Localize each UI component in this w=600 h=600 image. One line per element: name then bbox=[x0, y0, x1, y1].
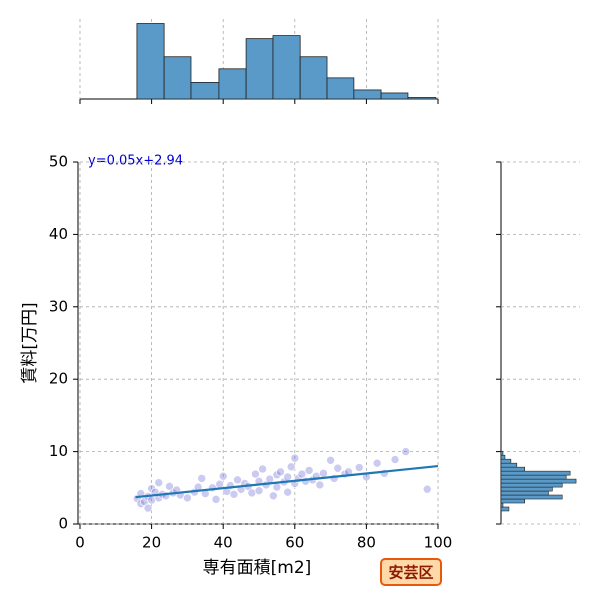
point bbox=[258, 464, 267, 474]
right-hist-bar bbox=[500, 498, 526, 504]
point bbox=[272, 482, 282, 492]
right-hist-bar bbox=[500, 486, 553, 492]
right-hist-bar bbox=[500, 474, 567, 480]
top-hist-bar bbox=[299, 56, 328, 100]
right-hist-bar bbox=[500, 502, 504, 508]
x-tick-label: 0 bbox=[75, 534, 85, 552]
x-tick-label: 100 bbox=[424, 534, 453, 552]
point bbox=[326, 455, 335, 465]
y-tick-label: 0 bbox=[58, 515, 68, 533]
point bbox=[211, 495, 221, 504]
top-hist-bar bbox=[353, 89, 382, 100]
point bbox=[143, 503, 153, 513]
point bbox=[304, 466, 314, 475]
annotation: y=0.05x+2.94 bbox=[88, 154, 183, 169]
point bbox=[401, 447, 411, 456]
point bbox=[254, 486, 264, 495]
point bbox=[354, 463, 364, 472]
top-hist-bar bbox=[326, 77, 355, 100]
right-hist-bar bbox=[500, 450, 504, 456]
right-hist-bar bbox=[500, 494, 563, 500]
x-tick-label: 80 bbox=[357, 534, 376, 552]
point bbox=[283, 472, 292, 482]
right-hist-bar bbox=[500, 490, 549, 496]
point bbox=[215, 479, 224, 489]
top-hist-bar bbox=[380, 92, 409, 100]
point bbox=[269, 491, 278, 501]
point bbox=[272, 470, 282, 480]
top-hist-bar bbox=[272, 35, 301, 100]
point bbox=[147, 495, 156, 505]
point bbox=[218, 471, 228, 481]
point bbox=[422, 484, 432, 494]
point bbox=[390, 455, 400, 464]
right-hist-bar bbox=[500, 466, 526, 472]
point bbox=[197, 474, 207, 483]
point bbox=[140, 497, 149, 506]
point bbox=[315, 480, 325, 490]
point bbox=[183, 493, 192, 503]
point bbox=[297, 469, 307, 479]
point bbox=[290, 453, 300, 463]
right-hist-bar bbox=[500, 482, 563, 488]
point bbox=[165, 482, 174, 491]
top-hist-bar bbox=[190, 81, 220, 100]
point bbox=[265, 474, 275, 484]
point bbox=[147, 484, 156, 493]
right-hist-bar bbox=[500, 458, 512, 464]
y-tick-label: 10 bbox=[49, 442, 68, 460]
x-tick-label: 60 bbox=[285, 534, 304, 552]
x-tick-label: 20 bbox=[142, 534, 161, 552]
right-hist-bar bbox=[500, 506, 510, 512]
top-hist-bar bbox=[407, 97, 437, 100]
right-hist-bar bbox=[500, 454, 506, 460]
point bbox=[372, 458, 382, 468]
point bbox=[233, 475, 242, 485]
point bbox=[286, 462, 296, 472]
right-hist-bar bbox=[500, 470, 571, 476]
y-tick-label: 20 bbox=[49, 370, 68, 388]
point bbox=[154, 478, 164, 488]
point bbox=[333, 463, 343, 473]
top-hist-bar bbox=[136, 23, 165, 100]
point bbox=[251, 469, 260, 479]
point bbox=[283, 487, 292, 497]
top-hist-bar bbox=[218, 68, 247, 100]
top-hist-bar bbox=[163, 56, 192, 100]
point bbox=[229, 490, 239, 499]
point bbox=[276, 467, 285, 477]
top-hist-bar bbox=[245, 38, 274, 100]
badge: 安芸区 bbox=[388, 564, 433, 582]
x-axis-label: 専有面積[m2] bbox=[203, 558, 312, 578]
y-axis-label: 賃料[万円] bbox=[20, 302, 40, 383]
y-tick-label: 40 bbox=[49, 225, 68, 243]
right-hist-bar bbox=[500, 462, 518, 468]
x-tick-label: 40 bbox=[214, 534, 233, 552]
badge-box bbox=[380, 558, 442, 586]
y-tick-label: 30 bbox=[49, 297, 68, 315]
regression-line bbox=[135, 464, 439, 499]
y-tick-label: 50 bbox=[49, 153, 68, 171]
point bbox=[247, 488, 257, 498]
right-hist-bar bbox=[500, 478, 577, 484]
point bbox=[319, 469, 328, 478]
